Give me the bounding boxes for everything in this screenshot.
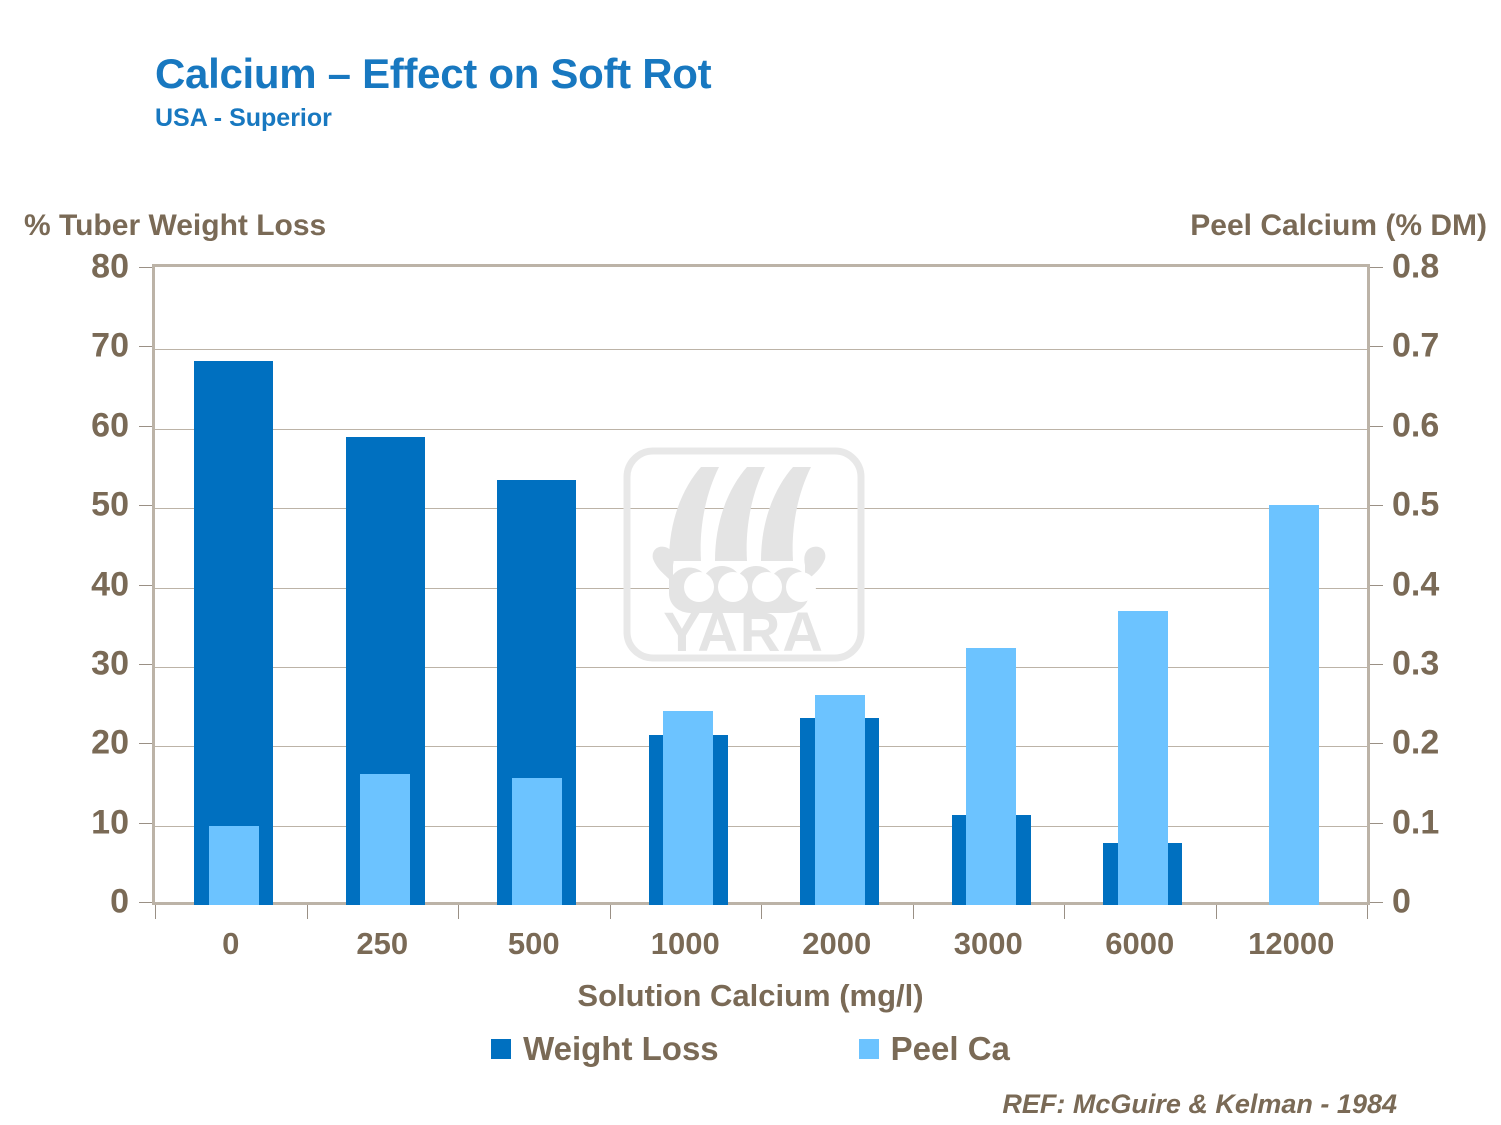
y-axis-tick-label-right: 0.1 <box>1392 803 1440 842</box>
x-axis-tick-mark <box>1215 905 1217 919</box>
y-axis-tick-mark-right <box>1370 663 1383 665</box>
right-axis-title: Peel Calcium (% DM) <box>1190 209 1487 242</box>
x-axis-tick-label: 12000 <box>1248 926 1335 961</box>
bar-peel-ca[interactable] <box>208 825 259 905</box>
bar-peel-ca[interactable] <box>360 774 411 905</box>
x-axis-title: Solution Calcium (mg/l) <box>577 978 924 1013</box>
bar-peel-ca[interactable] <box>814 694 865 905</box>
legend-label-peel-ca: Peel Ca <box>890 1030 1010 1067</box>
plot-area: YARA <box>152 264 1370 905</box>
x-axis-tick-mark <box>609 905 611 919</box>
y-axis-tick-mark-left <box>139 505 152 507</box>
bar-group <box>1067 270 1219 905</box>
y-axis-tick-mark-left <box>139 743 152 745</box>
bar-group <box>461 270 613 905</box>
x-axis-tick-mark <box>1064 905 1065 919</box>
y-axis-tick-mark-right <box>1370 822 1383 824</box>
x-axis-tick-mark <box>458 905 459 919</box>
bar-peel-ca[interactable] <box>966 647 1017 905</box>
bar-group <box>613 270 765 905</box>
y-axis-tick-label-left: 10 <box>91 803 129 842</box>
y-axis-tick-label-right: 0.3 <box>1392 644 1440 683</box>
y-axis-tick-mark-right <box>1370 743 1383 745</box>
y-axis-tick-label-left: 50 <box>91 485 129 524</box>
gridline <box>155 428 1367 430</box>
x-axis-tick-labels: 0 250 500 1000 2000 3000 6000 12000 <box>155 926 1367 972</box>
legend-label-weight-loss: Weight Loss <box>523 1030 719 1067</box>
x-axis-tick-mark <box>306 905 308 919</box>
gridline <box>155 666 1367 668</box>
bar-group <box>310 270 462 905</box>
bar-group <box>764 270 916 905</box>
page-subtitle: USA - Superior <box>155 104 332 133</box>
x-axis-tick-mark <box>912 905 914 919</box>
y-axis-tick-mark-right <box>1370 584 1383 586</box>
x-axis-tick-mark <box>1367 905 1368 919</box>
y-axis-tick-label-right: 0 <box>1392 882 1411 921</box>
y-axis-tick-mark-left <box>139 902 152 903</box>
y-axis-tick-mark-left <box>139 822 152 824</box>
y-axis-tick-label-right: 0.2 <box>1392 723 1440 762</box>
bar-group <box>158 270 310 905</box>
y-axis-tick-mark-right <box>1370 505 1383 507</box>
y-axis-tick-label-left: 70 <box>91 326 129 365</box>
x-axis-tick-label: 1000 <box>650 926 720 961</box>
y-axis-tick-mark-left <box>139 584 152 586</box>
y-axis-tick-mark-right <box>1370 346 1383 348</box>
legend-item-peel-ca[interactable]: Peel Ca <box>858 1030 1010 1068</box>
y-axis-tick-label-right: 0.5 <box>1392 485 1440 524</box>
y-axis-tick-mark-right <box>1370 267 1383 268</box>
x-axis-tick-label: 500 <box>507 926 560 961</box>
page-title: Calcium – Effect on Soft Rot <box>155 50 712 97</box>
bar-peel-ca[interactable] <box>1269 504 1320 905</box>
y-axis-tick-label-right: 0.4 <box>1392 565 1440 603</box>
bar-peel-ca[interactable] <box>663 711 714 905</box>
bar-peel-ca[interactable] <box>1117 611 1168 905</box>
x-axis-tick-label: 2000 <box>802 926 872 961</box>
legend-swatch-weight-loss <box>491 1039 512 1059</box>
x-axis-tick-label: 0 <box>222 926 240 961</box>
y-axis-tick-label-left: 40 <box>91 565 129 603</box>
gridline <box>155 349 1367 351</box>
y-axis-tick-label-right: 0.8 <box>1392 247 1440 286</box>
x-axis-tick-mark <box>761 905 762 919</box>
y-axis-tick-label-left: 60 <box>91 406 129 445</box>
y-axis-tick-mark-left <box>139 663 152 665</box>
legend-swatch-peel-ca <box>858 1039 879 1059</box>
y-axis-tick-mark-left <box>139 425 152 427</box>
x-axis-tick-mark <box>155 905 156 919</box>
bar-group <box>1219 270 1371 905</box>
legend-item-weight-loss[interactable]: Weight Loss <box>491 1030 719 1068</box>
y-axis-tick-label-left: 0 <box>110 882 129 921</box>
y-axis-tick-mark-left <box>139 346 152 348</box>
x-axis-tick-label: 6000 <box>1105 926 1175 961</box>
y-axis-tick-label-right: 0.6 <box>1392 406 1440 445</box>
y-axis-tick-mark-left <box>139 267 152 268</box>
gridline <box>155 825 1367 827</box>
bar-weight-loss[interactable] <box>194 361 274 905</box>
bars-container <box>155 267 1367 905</box>
y-axis-tick-mark-right <box>1370 902 1383 903</box>
y-axis-tick-label-left: 80 <box>91 247 129 286</box>
y-axis-tick-label-left: 20 <box>91 723 129 762</box>
y-axis-tick-label-left: 30 <box>91 644 129 683</box>
bar-peel-ca[interactable] <box>511 778 562 905</box>
chart-legend: Weight Loss Peel Ca <box>0 1030 1501 1068</box>
left-axis-title: % Tuber Weight Loss <box>24 209 327 242</box>
y-axis-tick-mark-right <box>1370 425 1383 427</box>
x-axis-tick-label: 250 <box>356 926 409 961</box>
gridline <box>155 746 1367 748</box>
title-block: Calcium – Effect on Soft Rot USA - Super… <box>155 50 712 133</box>
bar-group <box>916 270 1068 905</box>
x-axis-tick-label: 3000 <box>953 926 1023 961</box>
reference-note: REF: McGuire & Kelman - 1984 <box>1002 1089 1397 1119</box>
y-axis-tick-label-right: 0.7 <box>1392 326 1440 365</box>
